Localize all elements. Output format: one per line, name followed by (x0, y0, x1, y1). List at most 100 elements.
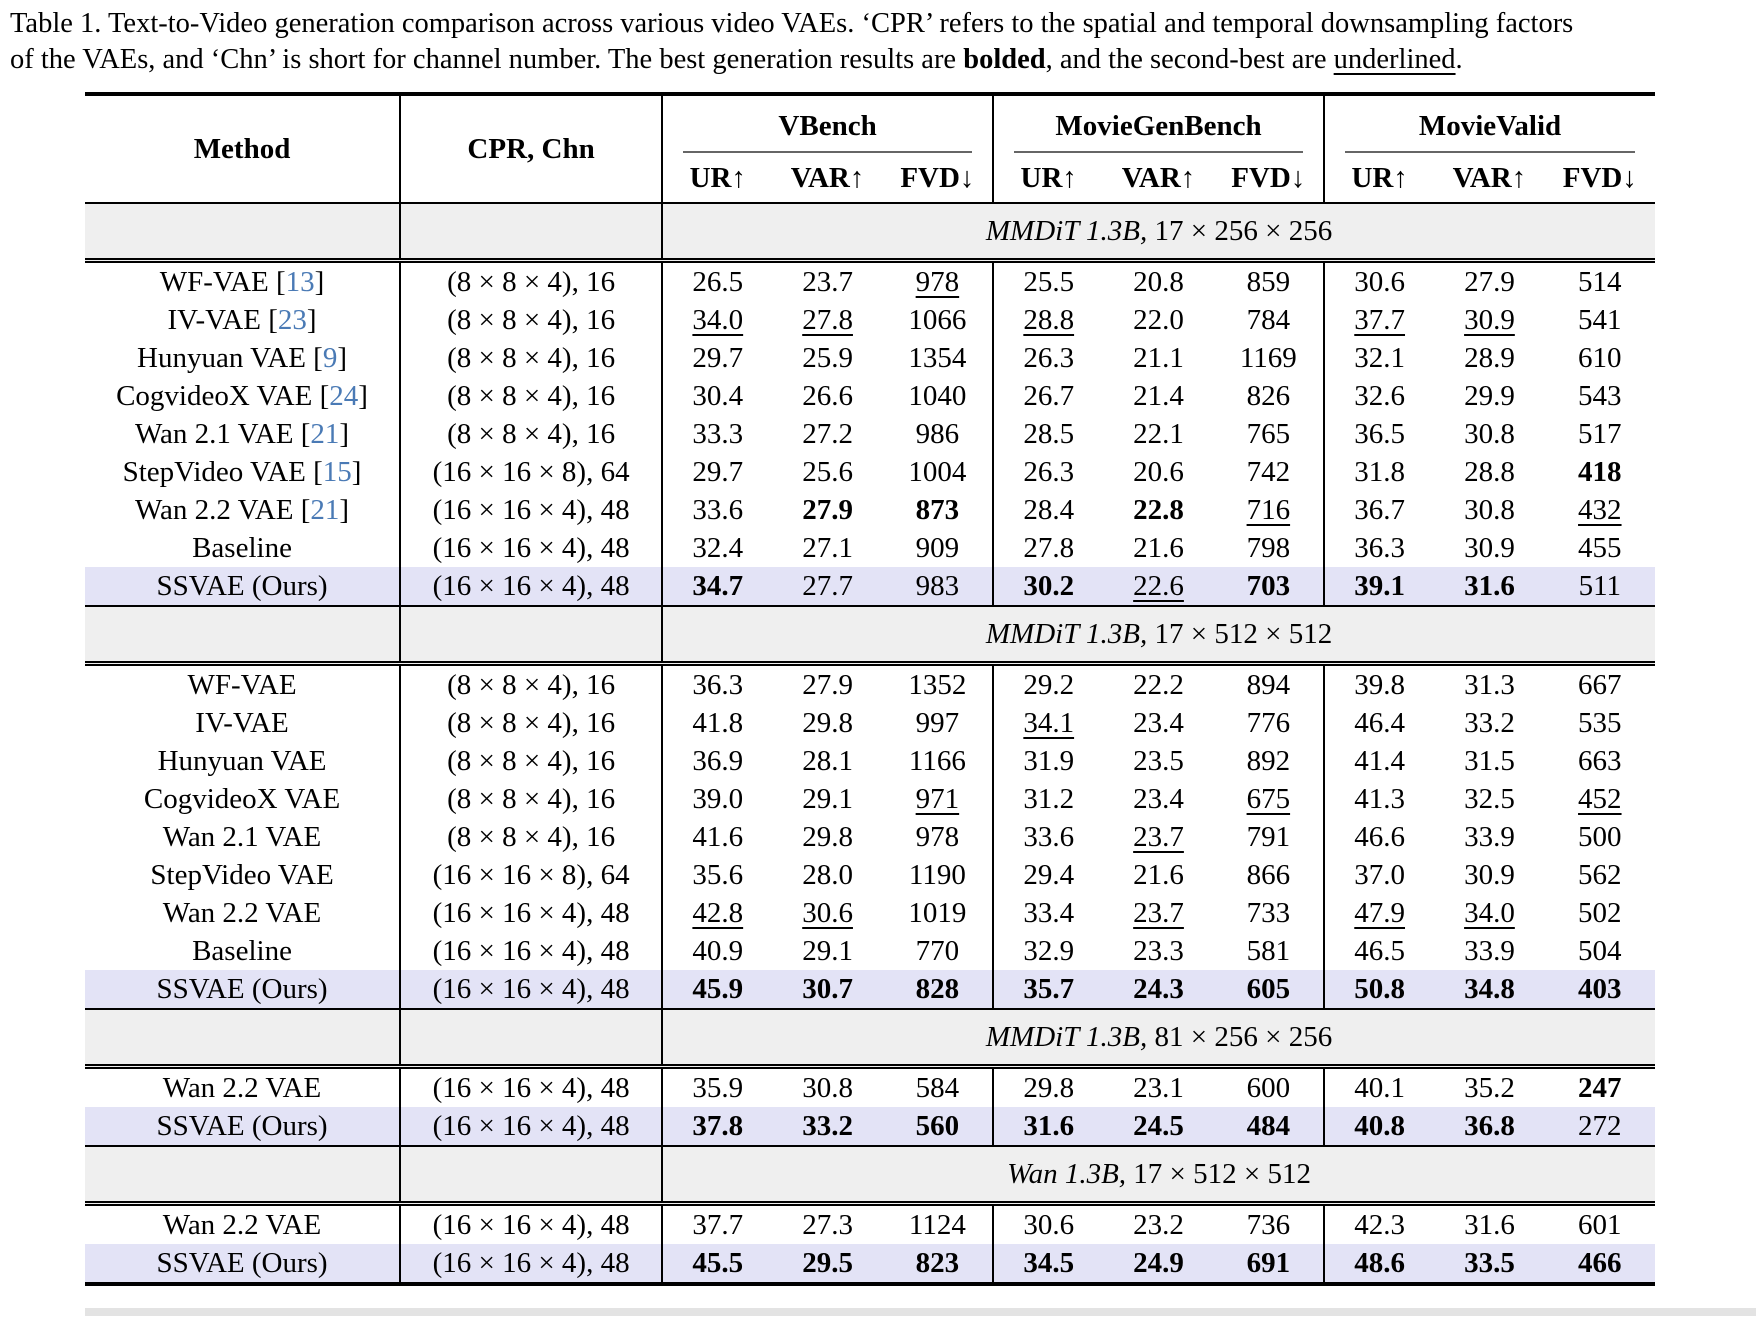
cell-value: 27.3 (802, 1208, 853, 1241)
cell-method: SSVAE (Ours) (85, 1244, 401, 1286)
cell-value: 703 (1213, 567, 1324, 606)
cell-value: 31.6 (992, 1107, 1104, 1146)
table-row: Wan 2.1 VAE [21] (8 × 8 × 4), 16 33.3 27.2 9… (85, 415, 1655, 453)
cell-value: 37.0 (1322, 856, 1435, 894)
cell-value: 37.7 (661, 1203, 773, 1244)
cell-value: 27.8 (802, 303, 853, 336)
citation-link[interactable]: 21 (310, 417, 340, 450)
group-label-vbench: VBench (683, 98, 973, 153)
cell-value: 584 (915, 1071, 960, 1104)
cell-value: 675 (1246, 782, 1291, 815)
cell-value: 40.8 (1322, 1107, 1435, 1146)
cell-value: 27.2 (802, 417, 853, 450)
section-title: Wan 1.3B, 17 × 512 × 512 (661, 1145, 1655, 1206)
section-header-row: MMDiT 1.3B, 17 × 512 × 512 (85, 605, 1655, 666)
citation-link[interactable]: 13 (285, 265, 315, 298)
cell-value: 35.2 (1464, 1071, 1515, 1104)
cell-value: 46.5 (1322, 932, 1435, 970)
cell-value: 247 (1578, 1071, 1622, 1104)
cell-value: 909 (915, 531, 960, 564)
cell-value: 1040 (908, 379, 967, 412)
cell-value: 33.2 (772, 1107, 883, 1146)
cell-value: 34.0 (661, 301, 773, 339)
group-label-movievalid: MovieValid (1344, 98, 1635, 153)
cell-value: 27.9 (802, 668, 853, 701)
table-row: SSVAE (Ours) (16 × 16 × 4), 48 34.7 27.7 983… (85, 567, 1655, 606)
col-header-method: Method (193, 132, 291, 165)
subcol-header-moviegenbench-fvd: FVD↓ (1231, 161, 1306, 194)
cell-value: 27.1 (802, 531, 853, 564)
group-header-movievalid: MovieValid (1322, 94, 1655, 154)
cell-value: 29.7 (661, 339, 773, 377)
cell-value: 37.7 (1322, 301, 1435, 339)
citation-link[interactable]: 23 (277, 303, 307, 336)
subcol-header-movievalid-var: VAR↑ (1452, 161, 1527, 194)
cell-value: 23.5 (1133, 744, 1184, 777)
caption-text: , and the second-best are (1045, 44, 1334, 75)
cell-value: 35.6 (661, 856, 773, 894)
citation-link[interactable]: 24 (329, 379, 359, 412)
cell-cpr: (16 × 16 × 4), 48 (399, 529, 663, 567)
cell-value: 455 (1578, 531, 1622, 564)
cell-value: 29.8 (802, 820, 853, 853)
subcol-header-moviegenbench-var: VAR↑ (1121, 161, 1196, 194)
cell-value: 34.8 (1434, 970, 1545, 1009)
cell-value: 610 (1578, 341, 1622, 374)
cell-value: 828 (882, 970, 994, 1009)
cell-value: 30.7 (772, 970, 883, 1009)
cell-cpr: (16 × 16 × 8), 64 (399, 453, 663, 491)
section-band-cell (399, 1008, 663, 1069)
cell-value: 26.3 (992, 453, 1104, 491)
cell-value: 23.1 (1133, 1071, 1184, 1104)
cell-method: SSVAE (Ours) (85, 970, 401, 1009)
cell-method: IV-VAE [23] (167, 303, 317, 336)
cell-value: 504 (1578, 934, 1622, 967)
cell-value: 418 (1578, 455, 1622, 488)
cell-value: 33.6 (992, 818, 1104, 856)
cell-value: 502 (1578, 896, 1622, 929)
cell-cpr: (8 × 8 × 4), 16 (399, 301, 663, 339)
cell-value: 971 (915, 782, 960, 815)
cell-value: 1066 (908, 303, 967, 336)
cell-value: 31.2 (992, 780, 1104, 818)
cell-value: 1352 (908, 668, 967, 701)
cell-value: 798 (1246, 531, 1291, 564)
table-row: StepVideo VAE [15] (16 × 16 × 8), 64 29.7 2… (85, 453, 1655, 491)
cell-value: 23.7 (1133, 896, 1184, 929)
cell-value: 581 (1246, 934, 1291, 967)
section-title: MMDiT 1.3B, 17 × 512 × 512 (661, 605, 1655, 666)
cell-value: 41.4 (1322, 742, 1435, 780)
cell-value: 39.8 (1322, 663, 1435, 704)
cell-method: CogvideoX VAE [24] (116, 379, 368, 412)
cell-cpr: (8 × 8 × 4), 16 (399, 415, 663, 453)
table-row: SSVAE (Ours) (16 × 16 × 4), 48 45.5 29.5 823… (85, 1244, 1655, 1286)
cell-value: 514 (1578, 265, 1622, 298)
cell-value: 25.9 (802, 341, 853, 374)
cell-method: Wan 2.1 VAE (162, 820, 322, 853)
cell-value: 983 (882, 567, 994, 606)
citation-link[interactable]: 9 (322, 341, 338, 374)
cell-value: 31.9 (992, 742, 1104, 780)
cell-value: 466 (1544, 1244, 1655, 1286)
cell-value: 23.7 (1133, 820, 1184, 853)
cell-value: 30.6 (802, 896, 853, 929)
cell-value: 33.4 (992, 894, 1104, 932)
cell-method: SSVAE (Ours) (85, 567, 401, 606)
cell-value: 770 (915, 934, 960, 967)
cell-value: 21.6 (1133, 858, 1184, 891)
cell-value: 40.9 (661, 932, 773, 970)
group-label-moviegenbench: MovieGenBench (1014, 98, 1303, 153)
subcol-header-vbench-var: VAR↑ (790, 161, 865, 194)
cell-value: 27.8 (992, 529, 1104, 567)
cell-cpr: (8 × 8 × 4), 16 (399, 742, 663, 780)
cell-value: 36.3 (661, 663, 773, 704)
citation-link[interactable]: 15 (322, 455, 352, 488)
cell-value: 25.6 (802, 455, 853, 488)
citation-link[interactable]: 21 (310, 493, 340, 526)
cell-value: 733 (1246, 896, 1291, 929)
section-resolution: 81 × 256 × 256 (1147, 1020, 1333, 1053)
cell-value: 30.4 (661, 377, 773, 415)
cell-value: 1019 (908, 896, 967, 929)
cell-value: 36.8 (1434, 1107, 1545, 1146)
cell-value: 42.8 (661, 894, 773, 932)
